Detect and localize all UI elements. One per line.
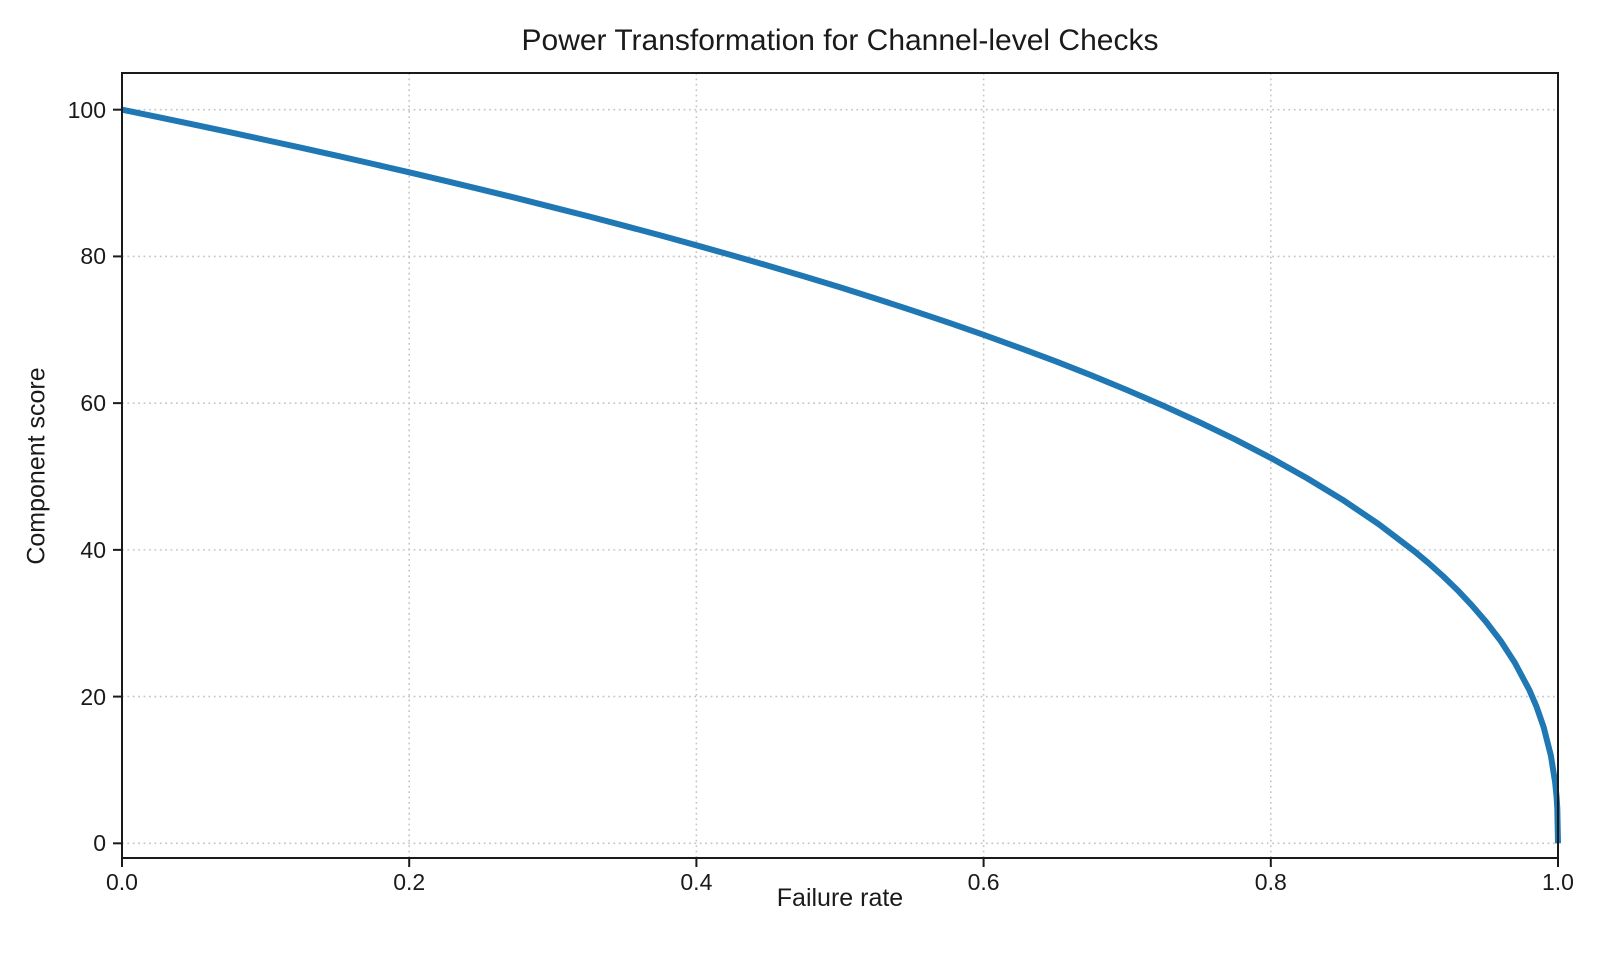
y-tick-label: 60 [80,390,106,417]
series-line [121,106,1561,844]
x-tick-label: 0.6 [967,869,1000,895]
x-axis-label: Failure rate [776,884,904,912]
x-tick-label: 1.0 [1542,869,1574,895]
x-tick-label: 0.0 [106,869,138,895]
x-tick-label: 0.4 [680,869,713,895]
y-tick-label: 40 [80,536,106,563]
x-tick-label: 0.8 [1254,869,1287,895]
x-tick-label: 0.2 [393,869,426,895]
gridlines [121,73,1559,858]
y-tick-label: 80 [80,243,106,270]
axes-spines [121,72,1559,859]
tick-marks [113,108,1559,867]
y-tick-label: 20 [80,683,106,710]
chart-title: Power Transformation for Channel-level C… [521,24,1159,57]
y-tick-label: 0 [93,830,106,857]
y-tick-label: 100 [67,96,106,123]
